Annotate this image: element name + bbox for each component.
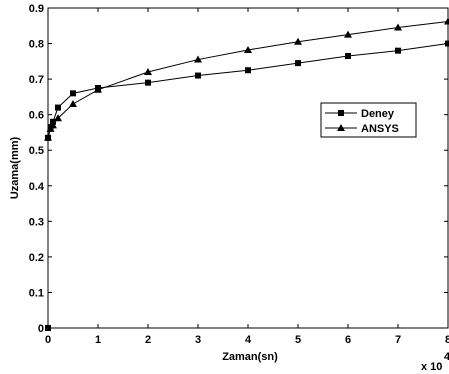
data-point-ansys [46, 124, 55, 132]
data-point-deney [70, 90, 76, 97]
x-tick-label: 3 [195, 334, 201, 346]
x-axis-ticks: 0 1 2 3 4 5 6 7 8 [45, 8, 449, 346]
data-point-ansys [444, 17, 449, 25]
x-exponent-power: 4 [444, 351, 449, 363]
x-axis-label: Zaman(sn) [222, 351, 278, 363]
data-point-ansys [94, 85, 102, 93]
x-exponent-label: x 10 [421, 361, 442, 373]
plot-frame [47, 7, 449, 329]
data-point-ansys [194, 55, 202, 63]
legend-label-deney: Deney [361, 108, 395, 120]
x-tick-label: 1 [95, 334, 101, 346]
data-point-deney [295, 60, 301, 67]
y-tick-label: 0 [38, 323, 44, 335]
x-tick-label: 5 [295, 334, 301, 346]
x-tick-label: 4 [245, 334, 252, 346]
y-tick-label: 0.5 [29, 145, 44, 157]
legend-box [320, 102, 417, 138]
data-point-deney [145, 79, 151, 86]
data-point-ansys [294, 37, 302, 45]
y-axis-label: Uzama(mm) [9, 136, 21, 199]
data-point-ansys [69, 100, 77, 107]
data-point-origin [45, 325, 51, 331]
x-tick-label: 6 [345, 334, 351, 346]
x-tick-label: 8 [445, 334, 449, 346]
data-point-deney [195, 72, 201, 79]
x-tick-label: 7 [395, 334, 401, 346]
data-point-ansys [344, 30, 352, 38]
data-point-deney [345, 53, 351, 59]
y-tick-label: 0.2 [29, 252, 44, 264]
data-point-ansys [144, 68, 152, 75]
legend-marker-deney [338, 110, 344, 116]
y-tick-label: 0.1 [29, 287, 44, 299]
data-point-deney [245, 67, 251, 74]
data-point-ansys [394, 23, 402, 31]
y-tick-label: 0.4 [29, 181, 45, 193]
series-group [44, 17, 449, 331]
y-tick-label: 0.3 [29, 216, 44, 228]
legend-marker-ansys [337, 124, 345, 131]
data-point-ansys [244, 45, 252, 53]
y-tick-label: 0.8 [29, 39, 44, 51]
data-point-deney [445, 40, 449, 47]
legend-label-ansys: ANSYS [361, 123, 399, 135]
x-tick-label: 0 [45, 334, 51, 346]
data-point-ansys [54, 114, 62, 122]
y-tick-label: 0.9 [29, 3, 44, 15]
legend: Deney ANSYS [320, 102, 417, 138]
data-point-ansys [49, 121, 57, 129]
y-tick-label: 0.6 [29, 110, 44, 122]
y-axis-ticks: 0 0.1 0.2 0.3 0.4 0.5 0.6 0.7 0.8 0.9 [29, 3, 448, 335]
data-point-deney [55, 104, 61, 111]
data-point-deney [395, 47, 401, 54]
y-tick-label: 0.7 [29, 74, 44, 86]
data-point-ansys [44, 133, 52, 141]
x-tick-label: 2 [145, 334, 151, 346]
